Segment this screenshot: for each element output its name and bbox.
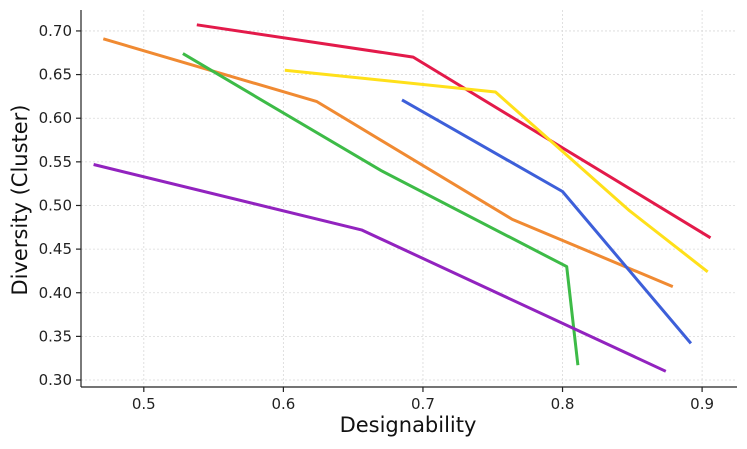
series-layer — [93, 23, 712, 373]
y-tick-label: 0.55 — [39, 153, 72, 171]
series-line-5 — [182, 52, 580, 366]
x-axis-label: Designability — [340, 413, 477, 437]
x-tick-label: 0.6 — [271, 395, 295, 413]
y-tick-label: 0.35 — [39, 327, 72, 345]
y-tick-label: 0.45 — [39, 240, 72, 258]
x-tick-label: 0.9 — [690, 395, 714, 413]
x-tick-label: 0.7 — [411, 395, 435, 413]
series-line-1 — [196, 23, 712, 240]
y-tick-label: 0.70 — [39, 22, 72, 40]
series-line-6 — [93, 163, 667, 373]
y-tick-label: 0.60 — [39, 109, 72, 127]
y-tick-label: 0.65 — [39, 66, 72, 84]
ticks-layer: 0.5 0.6 0.7 0.8 0.9 0.30 0.35 0.40 0.45 0.50 0.55 0… — [39, 22, 714, 413]
series-line-4 — [401, 98, 693, 345]
y-axis-label: Diversity (Cluster) — [8, 104, 32, 295]
axes-layer — [80, 10, 737, 388]
y-tick-label: 0.30 — [39, 371, 72, 389]
y-tick-label: 0.50 — [39, 196, 72, 214]
series-line-2 — [284, 68, 709, 273]
y-tick-label: 0.40 — [39, 284, 72, 302]
grid-layer — [81, 10, 737, 387]
x-tick-label: 0.8 — [551, 395, 575, 413]
x-tick-label: 0.5 — [132, 395, 156, 413]
